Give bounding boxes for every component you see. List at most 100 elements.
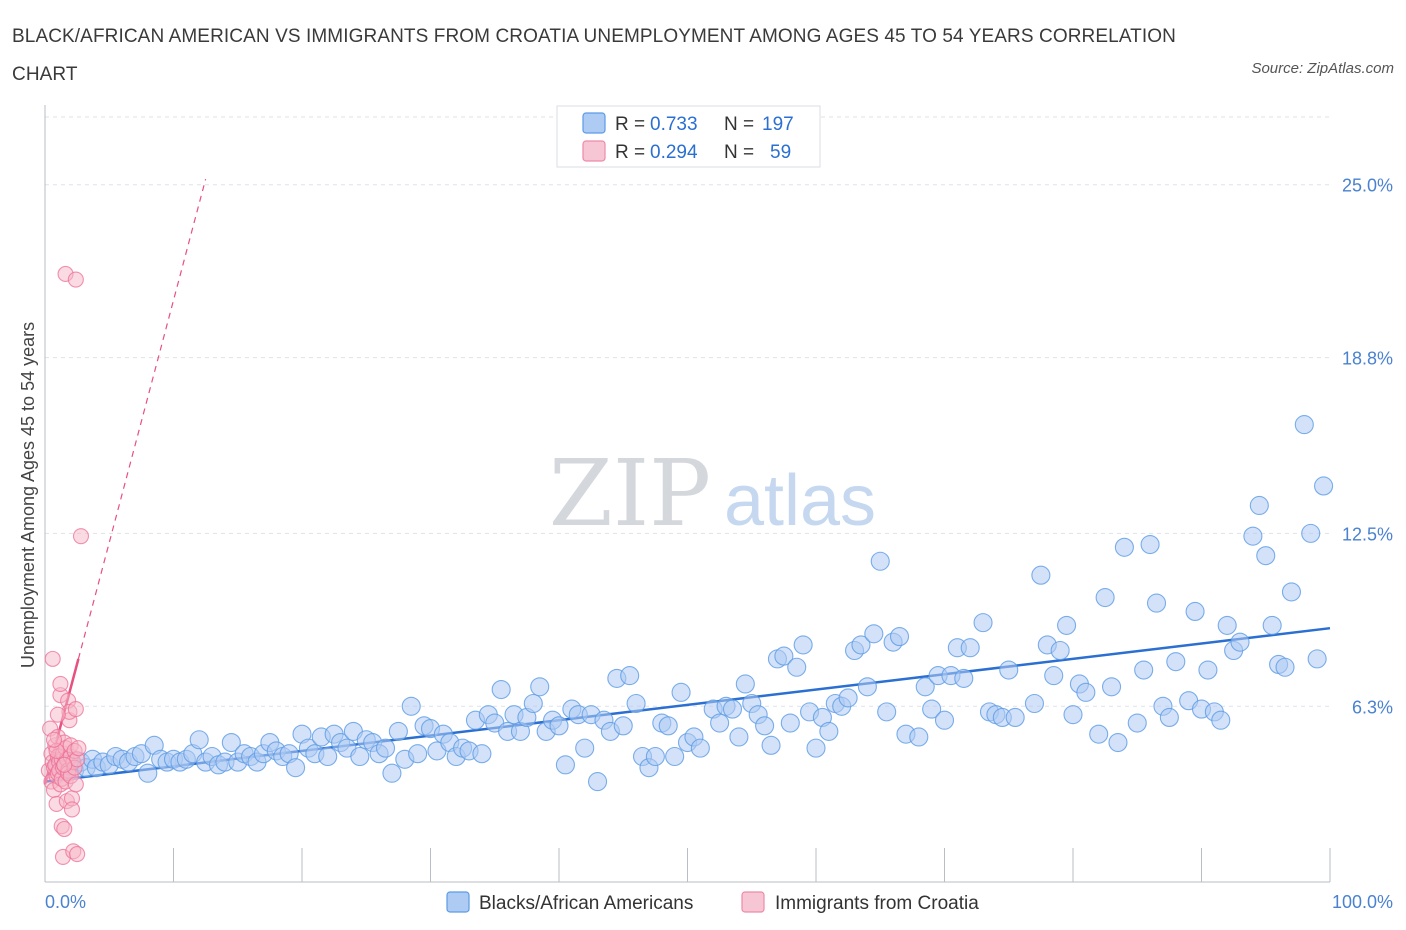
y-tick-label: 18.8% — [1342, 349, 1393, 369]
legend-swatch-croatia — [741, 891, 765, 913]
data-point-blacks — [793, 635, 813, 655]
data-point-blacks — [375, 738, 396, 758]
regression-extension-croatia — [77, 178, 207, 660]
data-point-blacks — [1217, 615, 1237, 635]
y-tick-label: 12.5% — [1342, 524, 1393, 544]
data-point-blacks — [877, 702, 897, 722]
data-point-blacks — [626, 693, 646, 714]
data-point-blacks — [1057, 615, 1077, 635]
data-point-blacks — [690, 738, 710, 758]
watermark-zip: ZIP — [549, 440, 711, 547]
data-point-blacks — [889, 627, 910, 647]
data-point-blacks — [221, 732, 241, 753]
legend-n-label: N = — [724, 142, 754, 163]
data-point-blacks — [549, 716, 569, 736]
data-point-croatia — [67, 776, 84, 793]
data-point-croatia — [52, 675, 69, 693]
chart-title: BLACK/AFRICAN AMERICAN VS IMMIGRANTS FRO… — [12, 26, 1176, 85]
data-point-blacks — [1294, 415, 1314, 435]
series-legend: Blacks/African Americans Immigrants from… — [446, 891, 979, 914]
data-point-blacks — [909, 727, 929, 747]
data-point-blacks — [382, 763, 402, 783]
x-tick-label-max: 100.0% — [1332, 892, 1393, 912]
data-point-blacks — [735, 674, 755, 694]
legend-label-croatia: Immigrants from Croatia — [775, 893, 979, 914]
data-point-blacks — [864, 624, 884, 644]
data-point-blacks — [491, 680, 511, 700]
y-axis-label: Unemployment Among Ages 45 to 54 years — [18, 322, 38, 668]
data-point-blacks — [1249, 495, 1269, 516]
data-point-blacks — [722, 699, 743, 719]
watermark: ZIP atlas — [549, 440, 876, 547]
data-point-blacks — [870, 551, 890, 571]
data-point-blacks — [755, 716, 775, 736]
y-tick-label: 25.0% — [1342, 176, 1393, 196]
data-point-blacks — [1050, 640, 1070, 661]
source-credit: Source: ZipAtlas.com — [1251, 60, 1394, 77]
data-point-blacks — [973, 613, 993, 633]
data-point-blacks — [999, 660, 1019, 680]
data-point-blacks — [388, 721, 408, 741]
tick-labels: 6.3% 12.5% 18.8% 25.0% 0.0% 100.0% — [45, 176, 1393, 912]
legend-label-blacks: Blacks/African Americans — [479, 893, 693, 914]
data-point-blacks — [1140, 534, 1160, 555]
data-point-blacks — [729, 727, 749, 747]
data-point-blacks — [761, 735, 781, 755]
data-point-croatia — [63, 801, 81, 818]
data-point-croatia — [56, 756, 73, 773]
legend-swatch-blacks — [446, 891, 470, 913]
data-point-blacks — [318, 746, 338, 767]
data-point-blacks — [1146, 593, 1167, 613]
data-point-croatia — [70, 740, 87, 757]
gridlines — [45, 116, 1330, 707]
data-point-blacks — [530, 677, 550, 697]
legend-n-value: 59 — [770, 142, 791, 163]
legend-r-label: R = — [615, 142, 645, 163]
data-point-blacks — [1089, 724, 1109, 744]
data-point-croatia — [45, 731, 63, 748]
data-point-blacks — [189, 730, 209, 750]
data-point-croatia — [72, 528, 90, 545]
data-point-croatia — [67, 701, 84, 718]
data-point-blacks — [934, 710, 955, 730]
data-point-blacks — [1063, 705, 1083, 725]
data-point-blacks — [838, 688, 858, 708]
legend-r-label: R = — [615, 114, 645, 135]
watermark-atlas: atlas — [724, 461, 876, 541]
data-point-blacks — [1114, 537, 1134, 557]
x-tick-label-min: 0.0% — [45, 892, 86, 912]
data-point-blacks — [1307, 649, 1327, 669]
data-point-blacks — [138, 763, 158, 783]
data-point-blacks — [1044, 666, 1064, 686]
data-point-blacks — [1127, 713, 1147, 733]
data-point-blacks — [1243, 526, 1263, 546]
data-point-blacks — [857, 677, 877, 697]
data-point-blacks — [613, 716, 633, 736]
data-point-croatia — [44, 650, 61, 667]
data-point-blacks — [1102, 677, 1122, 697]
data-point-blacks — [645, 746, 665, 767]
data-point-blacks — [587, 772, 608, 792]
data-point-croatia — [56, 820, 73, 838]
data-point-blacks — [671, 682, 691, 702]
data-point-blacks — [401, 696, 421, 716]
data-point-croatia — [69, 846, 86, 863]
data-point-blacks — [350, 746, 370, 767]
data-point-blacks — [472, 744, 492, 764]
data-point-blacks — [806, 738, 826, 758]
data-point-blacks — [1281, 582, 1301, 602]
data-point-blacks — [1134, 660, 1154, 680]
correlation-legend: R = 0.733 N = 197 R = 0.294 N = 59 — [556, 105, 821, 168]
data-point-croatia — [67, 271, 84, 288]
data-point-blacks — [408, 744, 428, 764]
data-point-blacks — [620, 666, 640, 686]
data-point-blacks — [1230, 632, 1250, 652]
data-point-blacks — [1095, 587, 1115, 608]
series-croatia — [40, 265, 90, 865]
data-point-blacks — [954, 668, 974, 688]
data-point-blacks — [1262, 615, 1282, 635]
data-point-blacks — [1211, 710, 1231, 730]
legend-r-value: 0.294 — [650, 142, 698, 163]
legend-swatch-blue — [582, 112, 606, 134]
data-point-blacks — [1005, 707, 1025, 727]
